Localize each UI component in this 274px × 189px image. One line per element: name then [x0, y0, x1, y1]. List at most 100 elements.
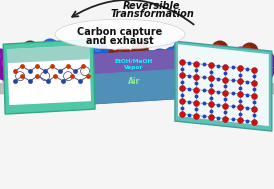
Circle shape	[81, 77, 95, 91]
Point	[194, 75, 199, 78]
Circle shape	[51, 52, 59, 60]
Point	[194, 101, 199, 104]
Circle shape	[25, 65, 32, 72]
Circle shape	[48, 49, 68, 70]
Circle shape	[122, 64, 129, 70]
Point	[180, 106, 184, 109]
Polygon shape	[7, 45, 91, 105]
Circle shape	[136, 50, 155, 69]
Circle shape	[221, 53, 229, 60]
Circle shape	[51, 67, 70, 86]
Circle shape	[22, 62, 40, 80]
Circle shape	[132, 41, 148, 57]
Circle shape	[212, 41, 228, 57]
Point	[209, 109, 213, 112]
Point	[223, 91, 228, 94]
Point	[194, 88, 199, 91]
Circle shape	[53, 76, 67, 90]
Point	[28, 70, 32, 73]
Circle shape	[71, 56, 79, 64]
Circle shape	[64, 50, 72, 58]
Circle shape	[25, 44, 30, 50]
Text: Reversible: Reversible	[123, 1, 181, 11]
Point	[245, 80, 249, 83]
Circle shape	[110, 68, 127, 85]
Circle shape	[217, 77, 222, 83]
Point	[46, 80, 50, 83]
Circle shape	[10, 76, 16, 81]
Point	[201, 115, 206, 118]
Circle shape	[85, 62, 104, 81]
Circle shape	[176, 49, 196, 69]
Circle shape	[133, 66, 150, 83]
Circle shape	[101, 63, 107, 70]
Circle shape	[234, 57, 241, 64]
Point	[238, 93, 242, 96]
Circle shape	[20, 71, 36, 87]
Point	[223, 78, 228, 81]
Circle shape	[200, 62, 218, 80]
Circle shape	[88, 65, 95, 72]
Circle shape	[167, 51, 173, 58]
Circle shape	[45, 42, 50, 48]
Point	[194, 82, 199, 85]
Point	[20, 65, 24, 68]
Point	[209, 70, 213, 73]
Point	[187, 61, 191, 64]
Circle shape	[119, 61, 136, 78]
Point	[180, 80, 184, 83]
Circle shape	[33, 72, 49, 88]
Point	[180, 87, 184, 90]
Point	[252, 68, 256, 71]
Circle shape	[221, 59, 229, 66]
Circle shape	[72, 60, 91, 79]
Circle shape	[254, 74, 269, 89]
Point	[180, 113, 184, 116]
Point	[223, 65, 228, 68]
Point	[238, 112, 242, 115]
Circle shape	[250, 70, 256, 77]
Point	[70, 75, 74, 78]
Circle shape	[237, 65, 243, 72]
Circle shape	[130, 53, 136, 60]
Circle shape	[104, 56, 122, 75]
Circle shape	[113, 48, 133, 67]
Circle shape	[203, 70, 209, 77]
Point	[230, 118, 235, 121]
Point	[230, 92, 235, 95]
Circle shape	[164, 70, 170, 77]
Point	[194, 114, 199, 117]
Polygon shape	[175, 41, 272, 131]
Circle shape	[153, 53, 161, 60]
Circle shape	[164, 63, 170, 70]
Point	[216, 90, 220, 93]
Circle shape	[0, 49, 10, 69]
Circle shape	[214, 74, 230, 90]
Point	[180, 93, 184, 96]
Circle shape	[7, 55, 14, 62]
Point	[13, 80, 17, 83]
Point	[223, 72, 228, 75]
Point	[66, 65, 70, 68]
Point	[180, 74, 184, 77]
Circle shape	[16, 49, 36, 69]
Circle shape	[68, 78, 73, 82]
Circle shape	[190, 63, 196, 70]
Circle shape	[224, 63, 230, 70]
Polygon shape	[93, 49, 175, 74]
Circle shape	[139, 63, 156, 80]
Circle shape	[256, 62, 274, 80]
Point	[194, 108, 199, 111]
Circle shape	[231, 74, 246, 89]
Circle shape	[38, 50, 46, 58]
Circle shape	[127, 50, 145, 69]
Circle shape	[107, 59, 113, 66]
Circle shape	[234, 62, 252, 80]
Point	[252, 94, 256, 97]
Circle shape	[43, 56, 51, 64]
Point	[252, 101, 256, 104]
Circle shape	[203, 65, 209, 72]
Point	[238, 73, 242, 76]
Circle shape	[42, 39, 58, 55]
Circle shape	[24, 51, 44, 71]
